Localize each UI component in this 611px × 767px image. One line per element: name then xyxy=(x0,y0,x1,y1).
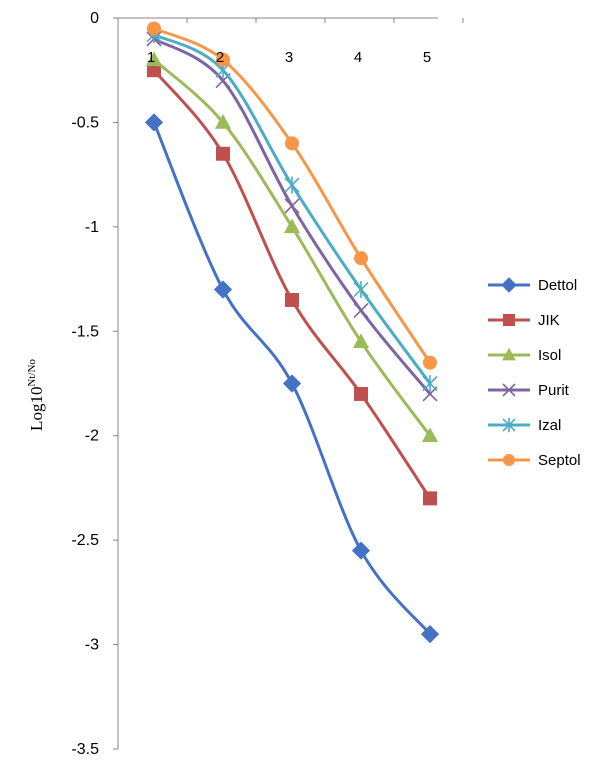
data-point-circle xyxy=(354,251,368,266)
legend-label: Septol xyxy=(538,452,581,469)
data-point-square xyxy=(503,314,515,326)
series-isol xyxy=(145,51,439,443)
data-point-asterisk xyxy=(422,375,438,392)
y-tick-label: -0.5 xyxy=(71,114,99,131)
series-jik xyxy=(147,63,437,506)
data-point-square xyxy=(285,292,299,307)
x-tick-label: 1 xyxy=(147,49,155,66)
legend: Dettol JIK Isol Purit Izal Septol xyxy=(488,277,581,469)
data-point-triangle xyxy=(502,347,516,361)
data-point-diamond xyxy=(282,374,302,393)
legend-label: Purit xyxy=(538,382,570,399)
data-point-x xyxy=(502,383,516,397)
legend-label: Dettol xyxy=(538,277,577,294)
data-point-square xyxy=(147,63,161,78)
y-axis-label-text: Log10Nt/No xyxy=(26,359,46,431)
legend-item-purit: Purit xyxy=(488,382,570,399)
series-izal xyxy=(146,26,438,392)
data-point-diamond xyxy=(501,277,517,293)
axis-layer: 0 -0.5 -1 -1.5 -2 -2.5 -3 -3.5 1 2 3 4 5 xyxy=(71,10,464,758)
data-point-circle xyxy=(423,355,437,370)
data-point-diamond xyxy=(420,625,440,644)
series-line-purit xyxy=(152,37,432,396)
y-tick-label: -3 xyxy=(85,637,99,654)
x-tick-label: 5 xyxy=(423,49,431,66)
data-point-diamond xyxy=(213,280,233,299)
data-point-diamond xyxy=(144,113,164,132)
data-point-diamond xyxy=(351,541,371,560)
series-layer xyxy=(144,21,440,644)
legend-item-isol: Isol xyxy=(488,347,561,364)
data-point-asterisk xyxy=(353,281,369,298)
data-point-triangle xyxy=(283,218,301,234)
data-point-triangle xyxy=(145,51,163,67)
data-point-circle xyxy=(503,454,515,466)
x-tick-label: 4 xyxy=(354,49,362,66)
y-tick-label: 0 xyxy=(90,10,99,27)
data-point-square xyxy=(423,491,437,506)
legend-label: Isol xyxy=(538,347,561,364)
y-tick-label: -1 xyxy=(85,219,99,236)
y-tick-label: -2.5 xyxy=(71,532,99,549)
data-point-triangle xyxy=(352,333,370,349)
legend-item-jik: JIK xyxy=(488,312,560,329)
legend-label: Izal xyxy=(538,417,561,434)
data-point-x xyxy=(353,302,369,318)
legend-label: JIK xyxy=(538,312,560,329)
series-line-septol xyxy=(152,26,432,365)
x-tick-label: 2 xyxy=(216,49,224,66)
legend-item-izal: Izal xyxy=(488,417,561,434)
y-tick-label: -2 xyxy=(85,428,99,445)
legend-item-dettol: Dettol xyxy=(488,277,577,294)
series-septol xyxy=(147,21,437,370)
data-point-x xyxy=(284,198,300,214)
data-point-triangle xyxy=(214,114,232,129)
data-point-asterisk xyxy=(284,176,300,194)
data-point-triangle xyxy=(421,427,439,443)
y-tick-label: -3.5 xyxy=(71,741,99,758)
data-point-circle xyxy=(216,52,230,67)
series-dettol xyxy=(144,113,440,644)
y-axis-label: Log10Nt/No xyxy=(26,359,46,431)
x-tick-label: 3 xyxy=(285,49,293,66)
series-line-izal xyxy=(152,33,432,385)
y-tick-label: -1.5 xyxy=(71,323,99,340)
data-point-square xyxy=(216,146,230,161)
data-point-circle xyxy=(147,21,161,36)
series-line-jik xyxy=(152,68,432,500)
y-axis-label-base: Log10 xyxy=(27,387,46,431)
data-point-circle xyxy=(285,136,299,151)
y-axis-label-superscript: Nt/No xyxy=(26,359,38,387)
legend-item-septol: Septol xyxy=(488,452,581,469)
data-point-asterisk xyxy=(502,417,516,433)
data-point-square xyxy=(354,386,368,401)
